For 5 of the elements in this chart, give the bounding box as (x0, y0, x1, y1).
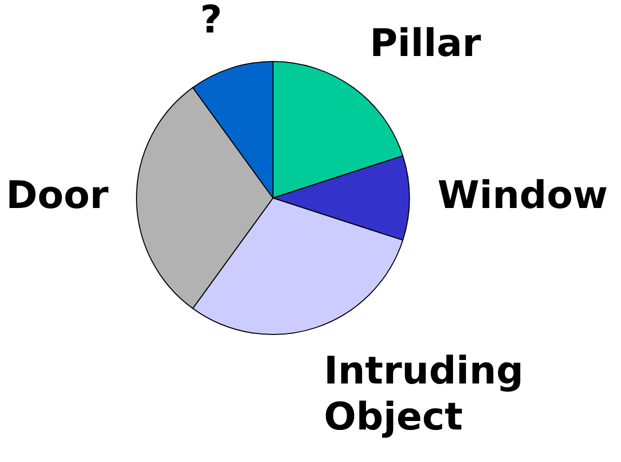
slice-label: Window (438, 172, 608, 217)
slice-label: Pillar (370, 20, 482, 65)
slice-label: Door (6, 172, 109, 217)
slice-label: ? (200, 0, 222, 42)
slice-label: Intruding Object (324, 348, 524, 438)
